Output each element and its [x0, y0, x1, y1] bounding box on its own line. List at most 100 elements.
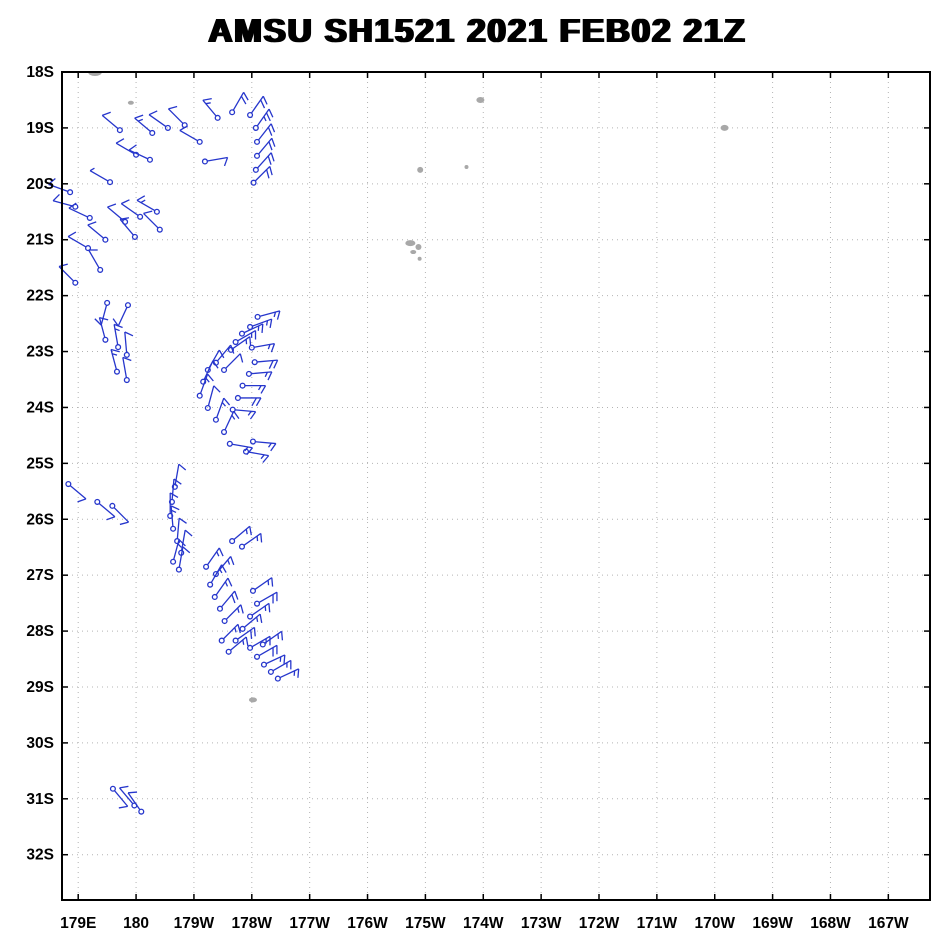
- barb-feather-full: [297, 668, 300, 678]
- wind-barb: [88, 249, 104, 273]
- barb-feather-half: [247, 410, 252, 416]
- barb-feather-half: [234, 627, 237, 633]
- wind-barb: [239, 613, 263, 632]
- barb-staff: [265, 654, 286, 665]
- station-circle: [239, 625, 246, 632]
- barb-feather-half: [267, 442, 272, 448]
- wind-barb: [136, 195, 160, 215]
- barb-staff: [258, 591, 278, 604]
- station-circle: [207, 581, 214, 588]
- station-circle: [232, 338, 239, 346]
- land-blob: [189, 66, 195, 70]
- land-blob: [405, 240, 416, 247]
- barb-staff: [243, 532, 262, 546]
- wind-barb: [232, 626, 256, 644]
- barb-staff: [272, 659, 292, 672]
- station-circle: [220, 428, 228, 436]
- barb-feather-full: [143, 210, 153, 215]
- station-circle: [97, 266, 104, 273]
- barb-feather-full: [268, 360, 274, 369]
- wind-barb: [251, 359, 279, 369]
- barb-feather-full: [230, 344, 235, 354]
- barb-feather-full: [99, 316, 109, 321]
- barb-staff: [199, 373, 209, 394]
- barb-staff: [254, 577, 273, 590]
- barb-staff: [68, 207, 88, 218]
- wind-barb: [225, 636, 249, 655]
- station-circle: [212, 416, 219, 423]
- y-tick-label: 31S: [26, 791, 54, 808]
- station-circle: [221, 617, 228, 625]
- graticule: [62, 71, 930, 900]
- wind-barb: [247, 318, 273, 330]
- wind-barb: [247, 95, 268, 119]
- barb-feather-half: [224, 581, 229, 587]
- wind-barb: [167, 105, 188, 129]
- land-blob: [464, 165, 469, 170]
- barb-staff: [113, 790, 129, 807]
- y-tick-label: 25S: [26, 455, 54, 472]
- barb-staff: [224, 410, 235, 431]
- barb-feather-full: [270, 343, 276, 353]
- barb-feather-full: [262, 95, 268, 105]
- wind-barb: [249, 577, 274, 594]
- station-circle: [211, 593, 218, 601]
- barb-feather-half: [265, 320, 269, 326]
- barb-feather-full: [260, 99, 266, 109]
- barb-staff: [122, 357, 128, 378]
- barb-staff: [232, 443, 253, 449]
- barb-feather-full: [213, 385, 221, 393]
- barb-staff: [251, 635, 271, 648]
- barb-feather-half: [216, 551, 220, 557]
- wind-barb: [148, 110, 171, 131]
- y-tick-label: 20S: [26, 176, 54, 193]
- barb-feather-full: [267, 371, 273, 381]
- wind-barb: [101, 111, 123, 134]
- station-circle: [214, 114, 221, 121]
- x-axis-labels: 179E 180 179W 178W 177W 176W 175W 174W 173W 172W 1…: [60, 915, 909, 932]
- barb-staff: [259, 310, 280, 317]
- barb-feather-full: [178, 463, 187, 471]
- wind-barb: [203, 547, 224, 570]
- barb-feather-full: [77, 498, 87, 503]
- x-tick-label: 179E: [60, 915, 96, 932]
- wind-barb: [170, 539, 186, 565]
- barb-feather-full: [102, 111, 111, 116]
- station-circle: [196, 392, 203, 399]
- station-circle: [164, 124, 171, 131]
- station-circle: [234, 394, 241, 401]
- barb-staff: [216, 344, 232, 362]
- land-blob: [417, 166, 424, 173]
- barb-staff: [230, 636, 247, 651]
- barb-staff: [136, 199, 156, 212]
- barb-staff: [120, 203, 139, 216]
- wind-barb: [253, 591, 278, 607]
- barb-staff: [117, 307, 128, 327]
- barb-feather-full: [273, 359, 279, 369]
- wind-barb: [252, 152, 275, 173]
- wind-barb: [220, 410, 240, 436]
- barb-staff: [257, 123, 272, 141]
- wind-barb: [179, 125, 203, 145]
- y-tick-label: 29S: [26, 679, 54, 696]
- barb-feather-full: [178, 517, 187, 524]
- station-circle: [104, 299, 111, 306]
- barb-staff: [210, 564, 223, 583]
- station-circle: [274, 675, 281, 682]
- wind-barb: [67, 231, 92, 252]
- wind-barb: [253, 137, 276, 159]
- barb-feather-full: [262, 455, 270, 463]
- barb-feather-full: [110, 348, 120, 353]
- wind-barb: [229, 525, 252, 545]
- barb-feather-full: [134, 114, 144, 119]
- barb-staff: [215, 577, 229, 596]
- barb-staff: [207, 156, 228, 162]
- station-circle: [170, 558, 177, 565]
- barb-staff: [257, 359, 278, 363]
- barb-feather-full: [251, 397, 257, 407]
- barb-feather-half: [140, 199, 146, 204]
- wind-barb: [68, 202, 93, 221]
- barb-feather-full: [240, 95, 247, 105]
- station-circle: [153, 208, 160, 215]
- barb-feather-half: [231, 414, 236, 420]
